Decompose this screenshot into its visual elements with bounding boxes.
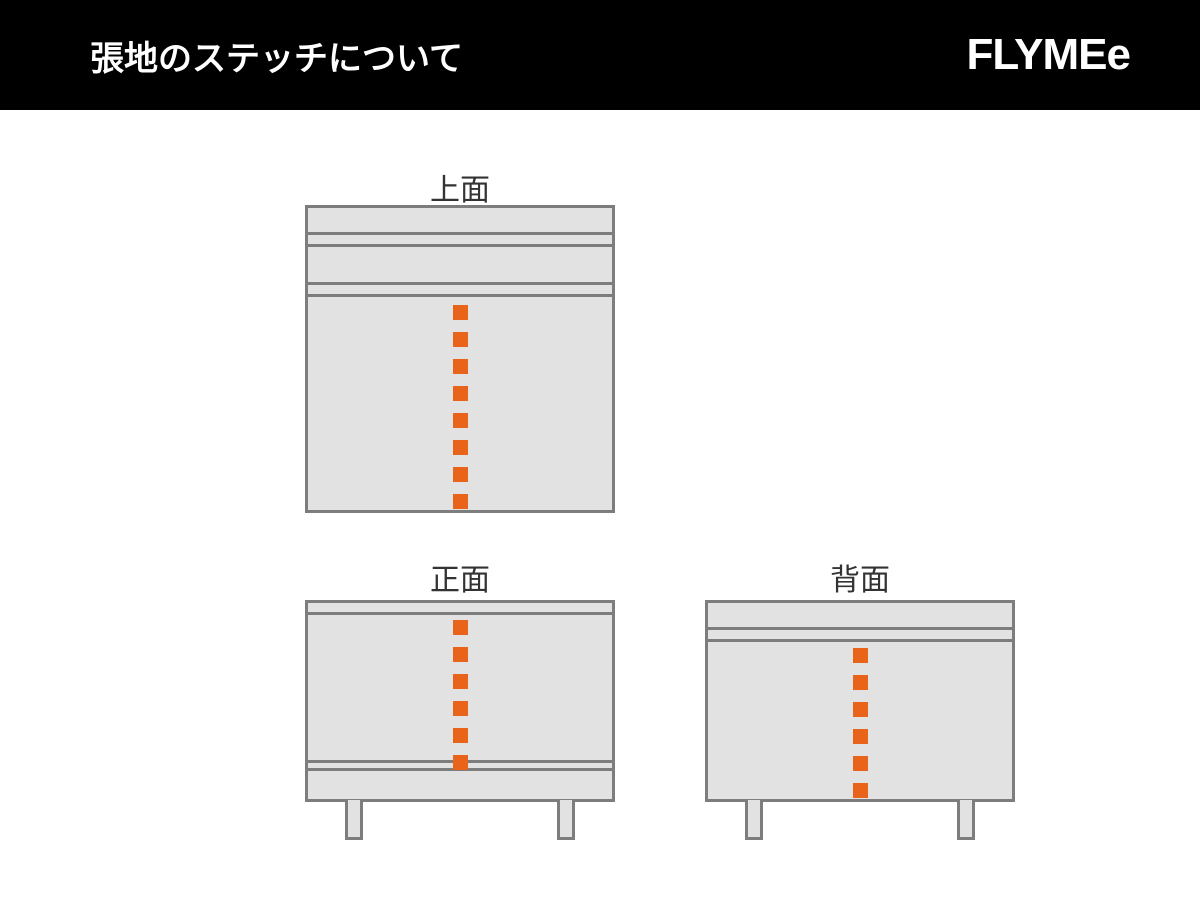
panel-band bbox=[705, 642, 1015, 802]
label-front-view: 正面 bbox=[360, 555, 560, 599]
stitch-mark bbox=[453, 332, 468, 347]
stitch-mark bbox=[853, 648, 868, 663]
panel-band bbox=[705, 600, 1015, 630]
stitch-mark bbox=[453, 386, 468, 401]
panel-band bbox=[305, 771, 615, 802]
stitch-mark bbox=[853, 783, 868, 798]
top-view-diagram bbox=[305, 205, 615, 513]
label-top-view: 上面 bbox=[360, 165, 560, 209]
back-view-diagram bbox=[705, 600, 1015, 844]
brand-logo: FLYMEe bbox=[966, 30, 1130, 80]
panel-band bbox=[705, 630, 1015, 642]
stitch-mark bbox=[453, 359, 468, 374]
furniture-leg bbox=[345, 800, 363, 840]
panel-band bbox=[305, 235, 615, 247]
diagram-area: 上面 正面 背面 bbox=[0, 110, 1200, 900]
stitch-mark bbox=[453, 755, 468, 770]
stitch-mark bbox=[453, 467, 468, 482]
panel-band bbox=[305, 247, 615, 285]
stitch-mark bbox=[853, 675, 868, 690]
furniture-leg bbox=[745, 800, 763, 840]
stitch-mark bbox=[853, 729, 868, 744]
stitch-mark bbox=[453, 440, 468, 455]
header-bar: 張地のステッチについて FLYMEe bbox=[0, 0, 1200, 110]
stitch-mark bbox=[453, 701, 468, 716]
stitch-mark bbox=[453, 305, 468, 320]
stitch-mark bbox=[453, 620, 468, 635]
stitch-mark bbox=[453, 494, 468, 509]
stitch-mark bbox=[453, 674, 468, 689]
panel-band bbox=[305, 600, 615, 615]
furniture-leg bbox=[557, 800, 575, 840]
stitch-mark bbox=[853, 756, 868, 771]
panel-band bbox=[305, 205, 615, 235]
furniture-leg bbox=[957, 800, 975, 840]
page-title: 張地のステッチについて bbox=[90, 31, 463, 80]
stitch-mark bbox=[453, 647, 468, 662]
panel-band bbox=[305, 285, 615, 297]
label-back-view: 背面 bbox=[760, 555, 960, 599]
stitch-mark bbox=[453, 413, 468, 428]
stitch-mark bbox=[453, 728, 468, 743]
front-view-diagram bbox=[305, 600, 615, 844]
stitch-mark bbox=[853, 702, 868, 717]
